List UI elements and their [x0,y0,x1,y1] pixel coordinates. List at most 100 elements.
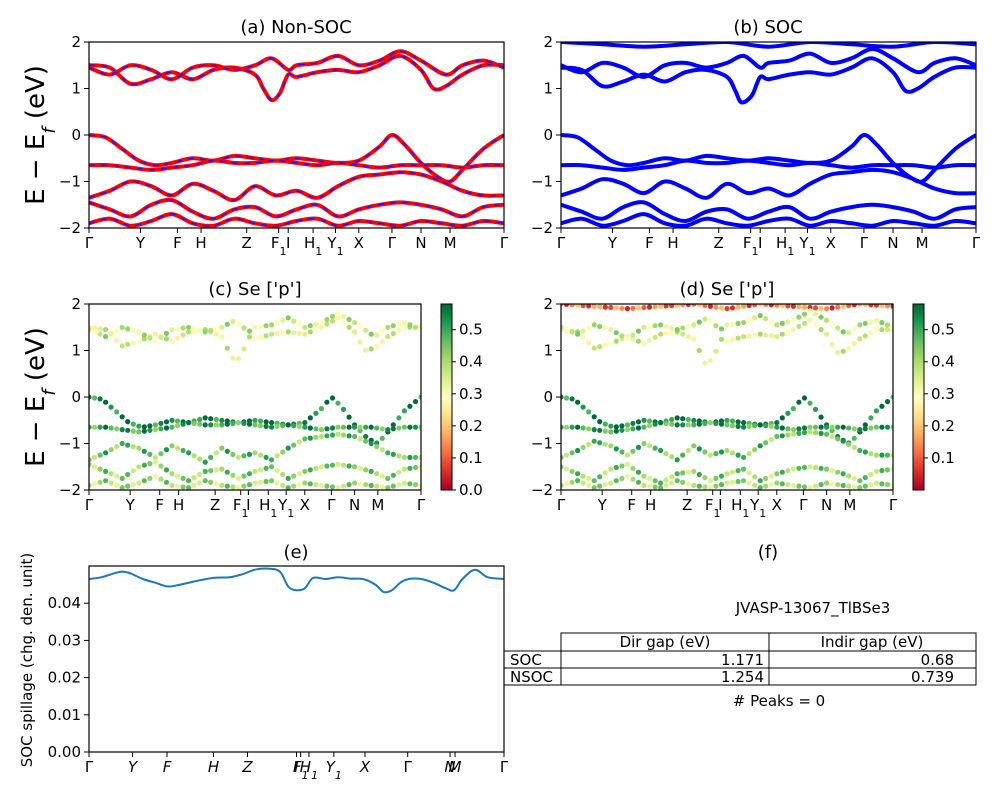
projection-point [597,474,603,480]
projection-point [774,322,780,328]
projection-point [718,305,725,311]
projection-point [807,429,813,435]
projection-point [862,304,868,307]
projection-point [241,325,247,331]
projection-point [796,399,802,405]
projection-point [862,426,868,432]
projection-point [97,479,103,485]
projection-point [857,485,863,490]
x-tick-label: I [286,234,290,252]
projection-point [785,468,791,474]
projection-point [180,484,186,490]
projection-point [868,304,874,308]
projection-point [586,325,592,331]
projection-point [652,323,658,329]
projection-point [663,420,669,426]
projection-point [186,329,192,335]
projection-point [103,327,109,333]
x-tick-label: N [415,234,426,252]
x-tick-label: F [645,234,654,252]
projection-point [114,482,120,488]
projection-point [307,435,313,441]
projection-point [219,466,225,472]
projection-point [136,464,142,470]
projection-point [575,447,581,454]
projection-point [561,324,564,330]
x-tick-label: Γ [557,496,566,514]
projection-point [746,304,752,309]
projection-point [318,320,324,326]
band-line-dash-vb2 [89,159,504,171]
projection-point [91,395,98,401]
projection-point [103,424,109,430]
projection-point [318,433,324,440]
projection-point [768,482,774,488]
x-tick-label: Y1 [326,758,342,782]
projection-point [346,463,352,469]
y-tick-label: 0 [543,126,553,144]
projection-point [884,322,891,328]
y-tick-label: 0.03 [48,631,81,649]
projection-point [125,326,131,332]
projection-point [630,305,636,311]
projection-point [669,480,675,486]
projection-point [835,482,841,488]
projection-point [197,480,203,486]
projection-point [624,461,631,467]
projection-point [407,454,413,460]
projection-point [790,327,797,333]
projection-point [862,449,868,455]
projection-point [318,324,324,330]
projection-point [186,420,192,426]
projection-point [873,327,880,333]
panel-f-title: (f) [758,542,778,563]
projection-point [158,451,164,457]
x-tick-label: Γ [404,758,413,776]
projection-point [663,451,669,457]
panel-f-table: (f) JVASP-13067_TlBSe3 Dir gap (eV) Indi… [503,542,977,710]
projection-point [141,462,147,468]
projection-point [213,326,219,332]
projection-point [219,417,225,423]
projection-point [302,468,308,474]
band-line-cb1 [89,53,504,103]
projection-point [163,425,170,431]
projection-point [318,427,324,433]
projection-point [202,415,208,421]
projection-point [729,450,736,456]
projection-point [89,327,92,333]
projection-point [890,394,893,400]
x-tick-label: Γ [85,234,94,252]
projection-point [379,338,385,344]
projection-point [125,483,131,489]
projection-point [412,324,419,330]
projection-point [641,340,647,347]
projection-point [324,463,330,469]
projection-point [779,304,785,309]
colorbar-tick-label: 0.3 [931,385,955,403]
projection-point [597,427,603,433]
projection-point [646,483,653,489]
projection-point [680,470,686,476]
y-tick-label: −1 [531,435,553,453]
projection-point [274,468,280,474]
projection-point [114,327,120,333]
projection-point [274,480,280,486]
panel-e-spillage: (e) SOC spillage (chg. den. unit) 0.00 0.… [18,542,509,782]
projection-point [346,433,352,439]
projection-point [801,320,808,326]
projection-point [575,399,581,405]
projection-point [418,424,421,430]
projection-point [263,333,269,339]
projection-point [641,424,647,430]
projection-point [125,341,131,347]
projection-point [807,424,813,430]
projection-point [141,424,147,430]
projection-point [114,473,120,479]
projection-point [263,423,269,429]
projection-point [818,465,824,471]
projection-point [696,446,702,452]
projection-point [624,422,631,428]
band-line-vb3 [561,167,976,200]
projection-point [335,485,341,490]
